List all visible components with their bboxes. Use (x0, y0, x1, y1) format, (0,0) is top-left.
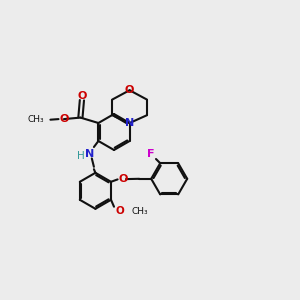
Text: F: F (148, 149, 155, 159)
Text: CH₃: CH₃ (132, 207, 148, 216)
Text: O: O (77, 91, 87, 101)
Text: N: N (125, 118, 134, 128)
Text: O: O (59, 114, 69, 124)
Text: H: H (77, 151, 85, 161)
Text: O: O (118, 174, 128, 184)
Text: O: O (116, 206, 124, 216)
Text: O: O (125, 85, 134, 95)
Text: N: N (85, 148, 94, 159)
Text: CH₃: CH₃ (28, 115, 44, 124)
